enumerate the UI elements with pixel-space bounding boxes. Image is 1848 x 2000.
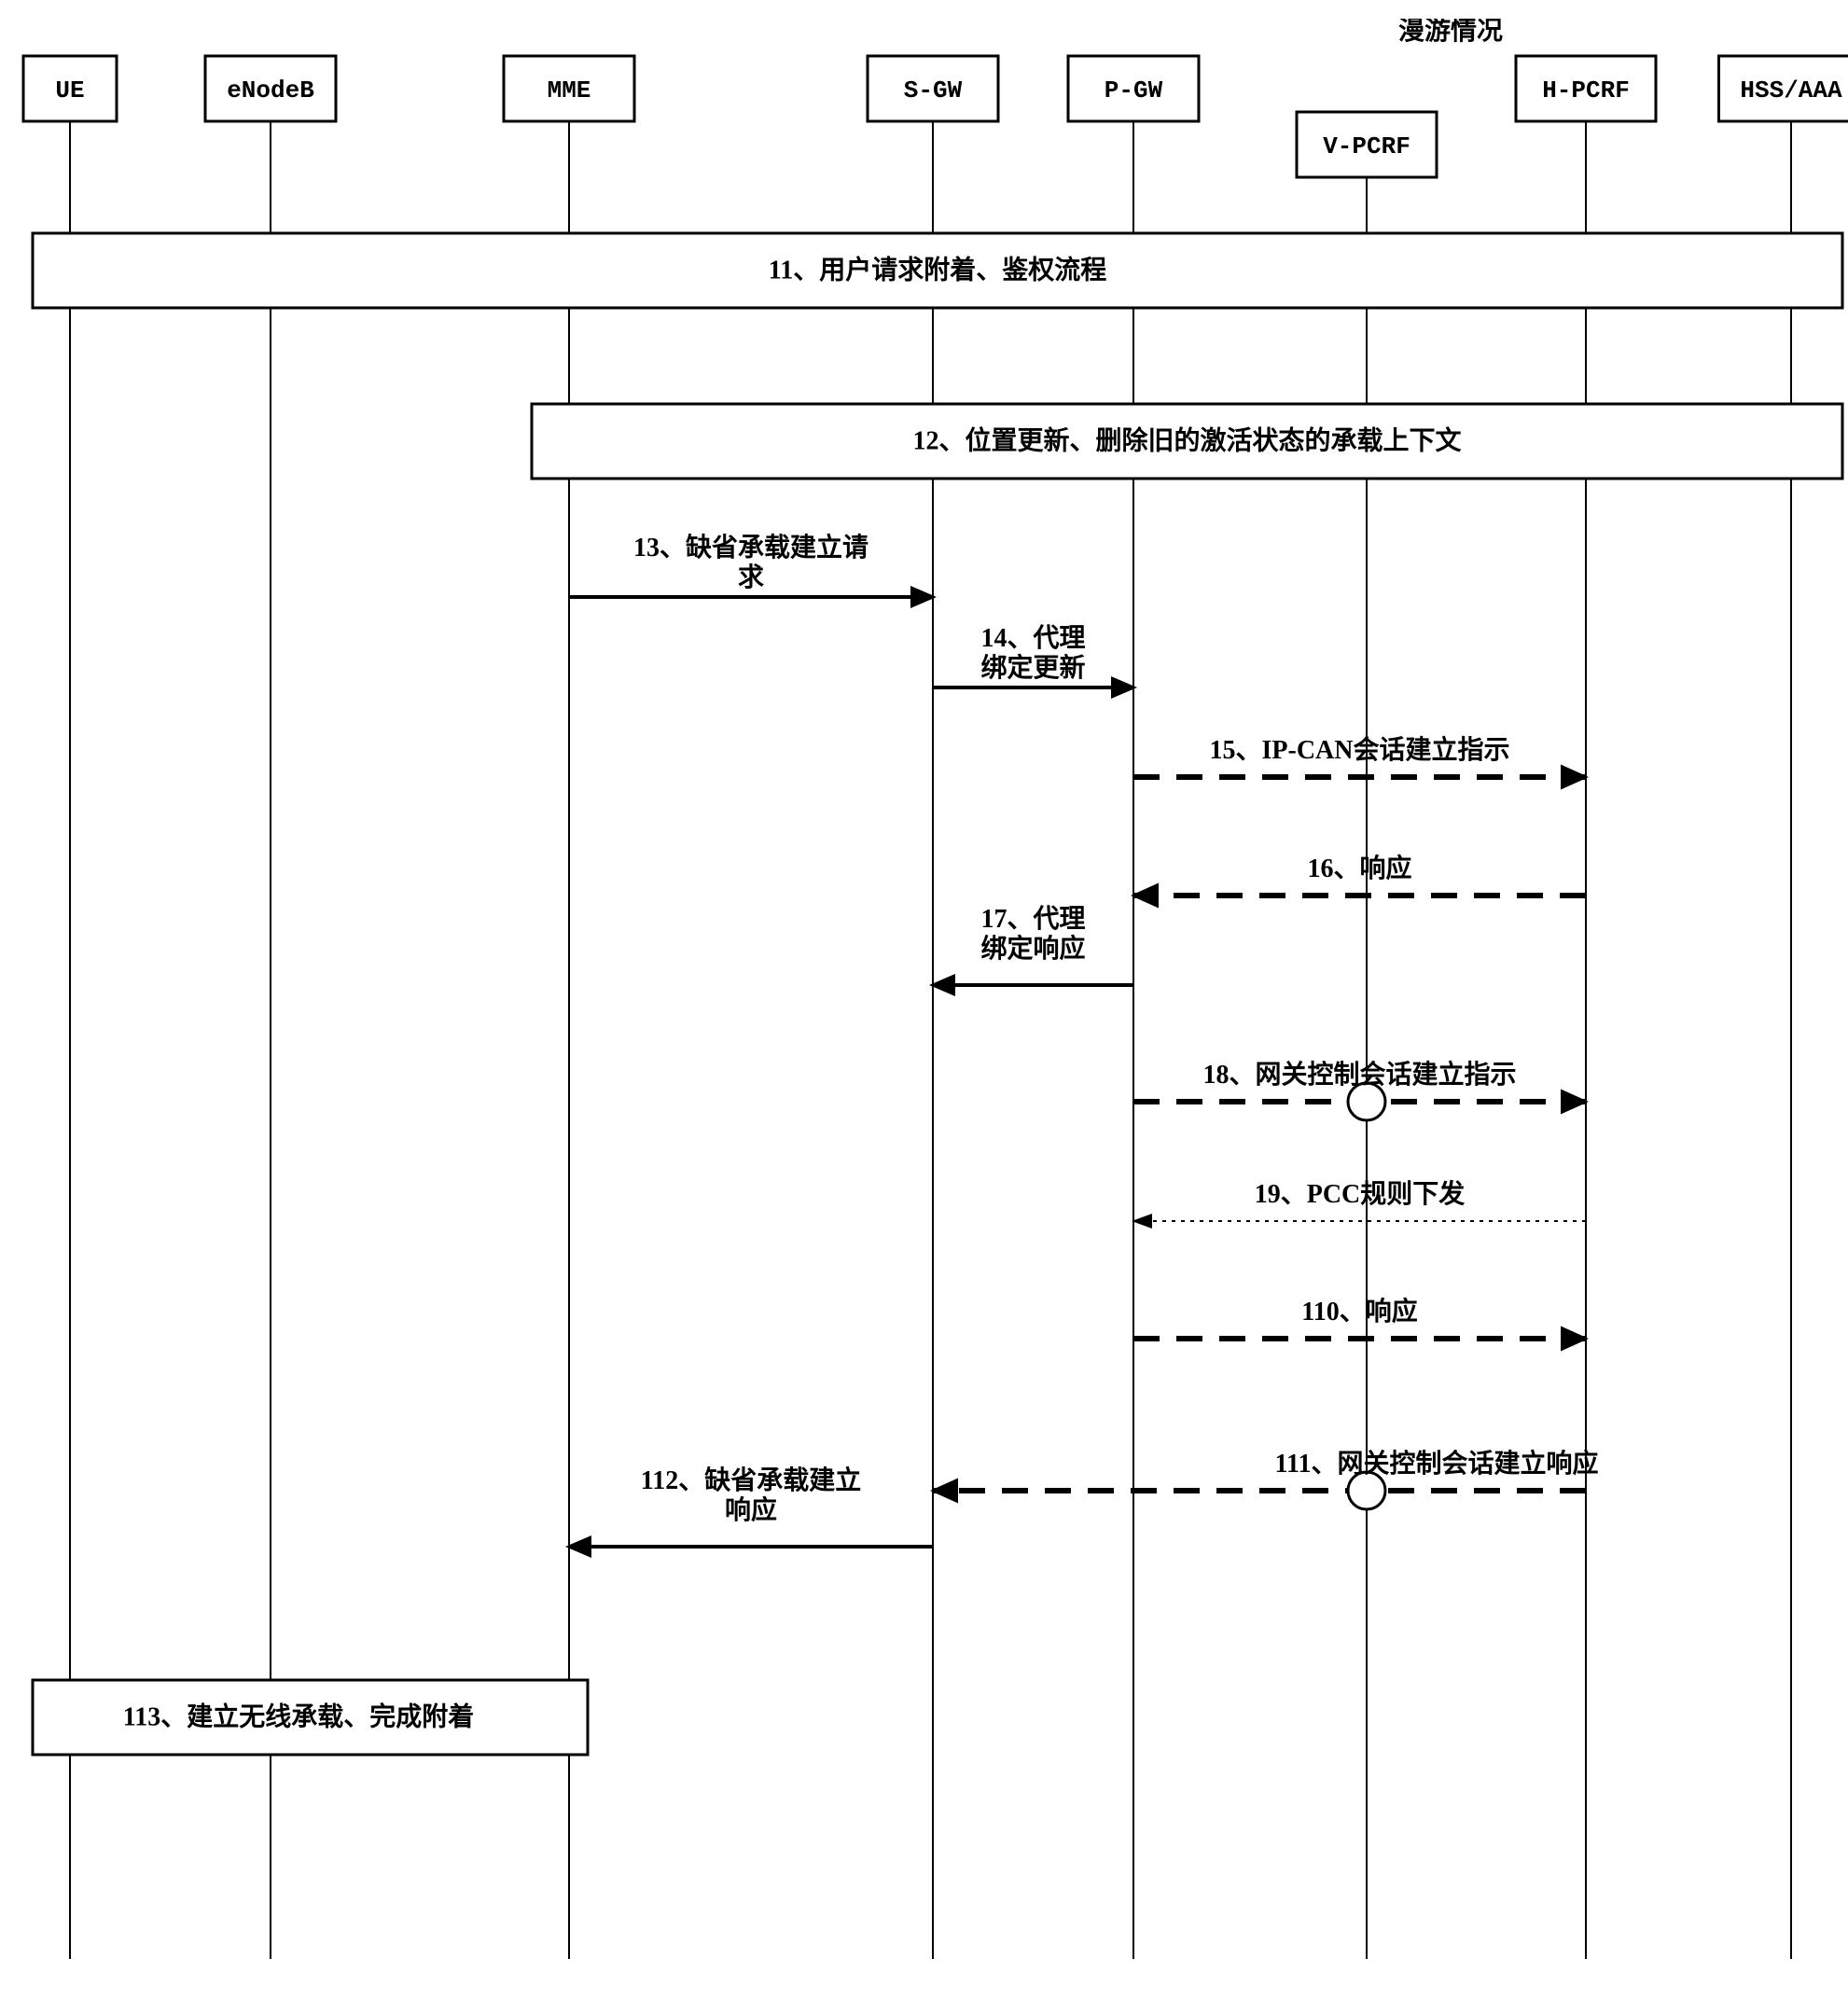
actor-label-S-GW: S-GW [904,76,963,104]
span-label-s11: 11、用户请求附着、鉴权流程 [769,254,1106,285]
actor-label-HSS: HSS/AAA [1740,76,1842,104]
span-label-s113: 113、建立无线承载、完成附着 [123,1701,474,1731]
message-label-m19: 19、PCC规则下发 [1255,1178,1466,1209]
message-label-m14: 14、代理绑定更新 [980,623,1085,683]
span-label-s12: 12、位置更新、删除旧的激活状态的承载上下文 [912,424,1461,455]
actor-label-H-PCRF: H-PCRF [1542,76,1630,104]
actor-label-eNodeB: eNodeB [227,76,314,104]
actor-label-UE: UE [55,76,84,104]
interaction-spans: 11、用户请求附着、鉴权流程 12、位置更新、删除旧的激活状态的承载上下文 113、… [33,233,1842,1755]
message-label-m13: 13、缺省承载建立请求 [633,532,868,592]
actors: UE eNodeB MME S-GW P-GW V-PCRF H-PCRF HSS/AAA [23,56,1848,177]
actor-label-V-PCRF: V-PCRF [1323,132,1410,160]
actor-label-MME: MME [548,76,591,104]
roaming-label-group: 漫游情况 [1398,19,1503,46]
message-label-m111: 111、网关控制会话建立响应 [1275,1448,1599,1479]
message-label-m16: 16、响应 [1307,853,1411,883]
messages: 13、缺省承载建立请求 14、代理绑定更新 15、IP-CAN会话建立指示 16、响应… [569,532,1598,1547]
message-label-m110: 110、响应 [1301,1296,1417,1326]
message-label-m15: 15、IP-CAN会话建立指示 [1210,734,1510,765]
actor-label-P-GW: P-GW [1105,76,1163,104]
roaming-label: 漫游情况 [1398,19,1503,46]
sequence-diagram: 11、用户请求附着、鉴权流程 12、位置更新、删除旧的激活状态的承载上下文 113、… [19,19,1848,1981]
message-label-m17: 17、代理绑定响应 [980,904,1085,964]
message-label-m18: 18、网关控制会话建立指示 [1202,1059,1516,1090]
message-label-m112: 112、缺省承载建立响应 [641,1465,861,1525]
